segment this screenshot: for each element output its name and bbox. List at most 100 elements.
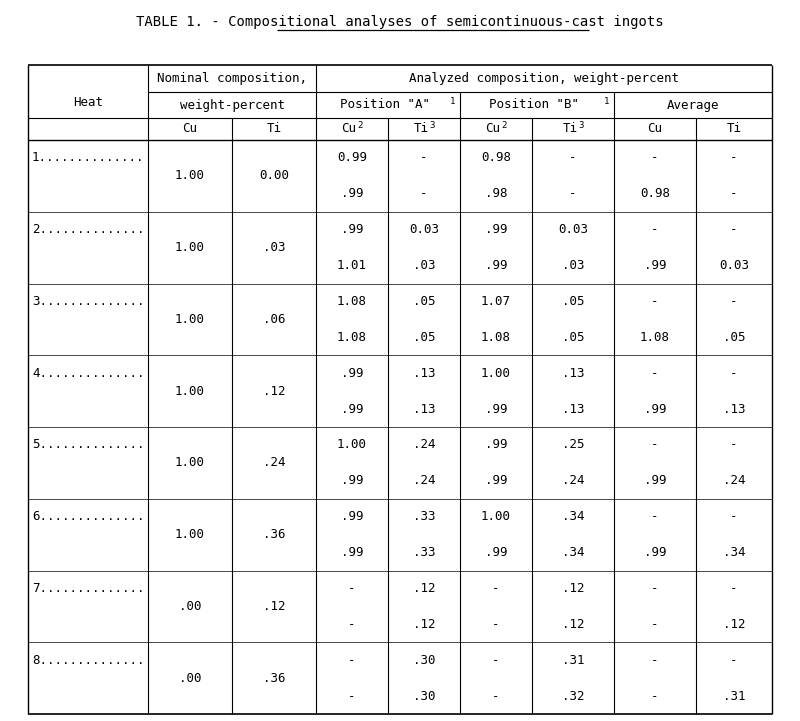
Text: .99: .99: [341, 367, 363, 380]
Text: Cu: Cu: [647, 123, 662, 136]
Text: Heat: Heat: [73, 96, 103, 109]
Text: -: -: [730, 438, 738, 451]
Text: .24: .24: [722, 474, 746, 487]
Text: 0.98: 0.98: [640, 187, 670, 200]
Text: .05: .05: [722, 331, 746, 344]
Text: 1.00: 1.00: [481, 367, 511, 380]
Text: -: -: [730, 295, 738, 308]
Text: .24: .24: [262, 456, 286, 469]
Text: -: -: [492, 618, 500, 631]
Text: .31: .31: [562, 654, 584, 667]
Text: -: -: [348, 582, 356, 595]
Text: .12: .12: [562, 618, 584, 631]
Text: .33: .33: [413, 546, 435, 559]
Text: .99: .99: [485, 474, 507, 487]
Text: .36: .36: [262, 528, 286, 541]
Text: .34: .34: [562, 510, 584, 523]
Text: 0.98: 0.98: [481, 151, 511, 164]
Text: -: -: [348, 689, 356, 702]
Text: 7..............: 7..............: [32, 582, 145, 595]
Text: -: -: [651, 654, 658, 667]
Text: .00: .00: [178, 672, 202, 685]
Text: 1.00: 1.00: [175, 313, 205, 326]
Text: 3..............: 3..............: [32, 295, 145, 308]
Text: .12: .12: [262, 600, 286, 613]
Text: .99: .99: [644, 474, 666, 487]
Text: 4..............: 4..............: [32, 367, 145, 380]
Text: 6..............: 6..............: [32, 510, 145, 523]
Text: .99: .99: [341, 187, 363, 200]
Text: Position "B": Position "B": [489, 99, 579, 112]
Text: .13: .13: [722, 402, 746, 415]
Text: .33: .33: [413, 510, 435, 523]
Text: -: -: [730, 224, 738, 236]
Text: Position "A": Position "A": [340, 99, 430, 112]
Text: Analyzed composition, weight-percent: Analyzed composition, weight-percent: [409, 72, 679, 85]
Text: .99: .99: [341, 224, 363, 236]
Text: 0.99: 0.99: [337, 151, 367, 164]
Text: 0.03: 0.03: [409, 224, 439, 236]
Text: Cu: Cu: [182, 123, 198, 136]
Text: .31: .31: [722, 689, 746, 702]
Text: 0.03: 0.03: [558, 224, 588, 236]
Text: -: -: [651, 438, 658, 451]
Text: .12: .12: [413, 618, 435, 631]
Text: -: -: [420, 151, 428, 164]
Text: -: -: [730, 582, 738, 595]
Text: .13: .13: [413, 367, 435, 380]
Text: .99: .99: [341, 510, 363, 523]
Text: .99: .99: [485, 546, 507, 559]
Text: .30: .30: [413, 654, 435, 667]
Text: 1.00: 1.00: [175, 169, 205, 182]
Text: .25: .25: [562, 438, 584, 451]
Text: .12: .12: [262, 384, 286, 397]
Text: -: -: [570, 187, 577, 200]
Text: .99: .99: [485, 259, 507, 272]
Text: .99: .99: [485, 402, 507, 415]
Text: .03: .03: [413, 259, 435, 272]
Text: 1: 1: [604, 97, 610, 105]
Text: .05: .05: [413, 331, 435, 344]
Text: weight-percent: weight-percent: [179, 99, 285, 112]
Text: Nominal composition,: Nominal composition,: [157, 72, 307, 85]
Text: -: -: [651, 295, 658, 308]
Text: 2: 2: [501, 120, 506, 130]
Text: .05: .05: [562, 295, 584, 308]
Text: 1.00: 1.00: [337, 438, 367, 451]
Text: .98: .98: [485, 187, 507, 200]
Text: 0.00: 0.00: [259, 169, 289, 182]
Text: .03: .03: [262, 241, 286, 254]
Text: -: -: [420, 187, 428, 200]
Text: .99: .99: [644, 402, 666, 415]
Text: 2..............: 2..............: [32, 224, 145, 236]
Text: -: -: [651, 510, 658, 523]
Text: Ti: Ti: [726, 123, 742, 136]
Text: -: -: [651, 151, 658, 164]
Text: Average: Average: [666, 99, 719, 112]
Text: -: -: [730, 510, 738, 523]
Text: 1.00: 1.00: [175, 241, 205, 254]
Text: -: -: [651, 224, 658, 236]
Text: Cu: Cu: [342, 123, 357, 136]
Text: 1.08: 1.08: [640, 331, 670, 344]
Text: -: -: [570, 151, 577, 164]
Text: .13: .13: [562, 367, 584, 380]
Text: -: -: [492, 582, 500, 595]
Text: .03: .03: [562, 259, 584, 272]
Text: .34: .34: [722, 546, 746, 559]
Text: Ti: Ti: [266, 123, 282, 136]
Text: .12: .12: [562, 582, 584, 595]
Text: -: -: [651, 618, 658, 631]
Text: -: -: [492, 654, 500, 667]
Text: .00: .00: [178, 600, 202, 613]
Text: 1..............: 1..............: [32, 151, 145, 164]
Text: .13: .13: [413, 402, 435, 415]
Text: -: -: [651, 689, 658, 702]
Text: .99: .99: [644, 546, 666, 559]
Text: .32: .32: [562, 689, 584, 702]
Text: -: -: [730, 187, 738, 200]
Text: -: -: [348, 654, 356, 667]
Text: .05: .05: [562, 331, 584, 344]
Text: 1.08: 1.08: [481, 331, 511, 344]
Text: 1.01: 1.01: [337, 259, 367, 272]
